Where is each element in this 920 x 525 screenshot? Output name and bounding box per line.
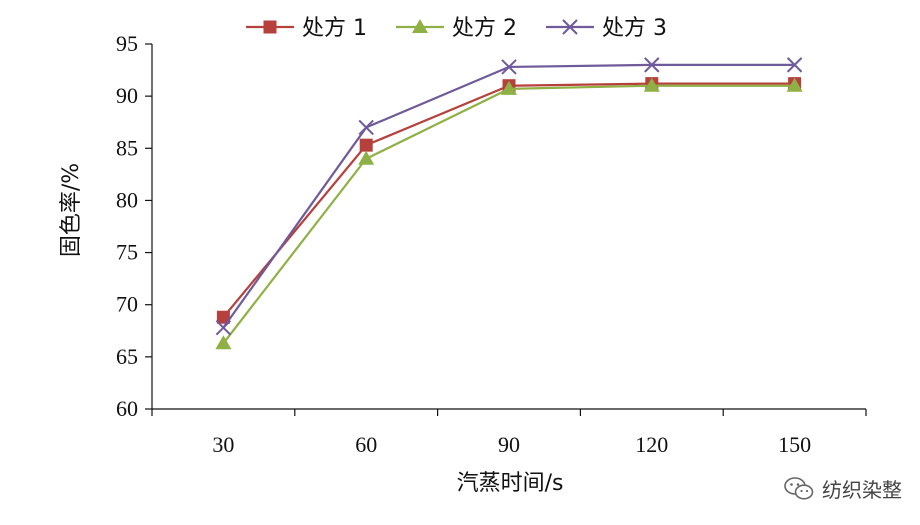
legend-marker	[562, 19, 578, 35]
y-axis-title: 固色率/%	[59, 163, 84, 257]
series-line	[222, 63, 795, 329]
y-tick-label: 70	[116, 292, 138, 317]
x-tick-label: 60	[355, 432, 377, 457]
legend-marker	[263, 20, 277, 34]
data-point	[644, 57, 660, 73]
y-tick-label: 65	[116, 344, 138, 369]
x-tick-label: 150	[778, 432, 811, 457]
data-point	[501, 80, 517, 95]
y-tick-label: 60	[116, 396, 138, 421]
legend-item-3: 处方 3	[546, 16, 667, 41]
series-3	[215, 57, 803, 336]
x-tick-labels: 30 60 90 120 150	[212, 432, 811, 457]
data-point	[215, 335, 232, 350]
data-point	[358, 119, 374, 136]
marker-stroke	[358, 119, 374, 136]
y-tick-label: 85	[116, 135, 138, 160]
legend-label: 处方 3	[602, 16, 667, 41]
legend-label: 处方 1	[302, 16, 367, 41]
y-tick-label: 75	[116, 240, 138, 265]
data-point	[215, 319, 232, 336]
y-tick-labels: 60 65 70 75 80 85 90 95	[116, 31, 138, 421]
x-tick-label: 120	[635, 432, 668, 457]
series-1	[216, 77, 802, 324]
data-point	[216, 310, 230, 324]
data-point	[358, 150, 375, 165]
data-point	[359, 138, 373, 152]
x-tick-label: 30	[212, 432, 234, 457]
y-tick-label: 90	[116, 83, 138, 108]
data-point	[786, 57, 803, 73]
y-tick-label: 95	[116, 31, 138, 56]
marker-stroke	[562, 19, 578, 35]
series-2	[215, 77, 803, 350]
watermark: 纺织染整	[784, 474, 902, 503]
marker-stroke	[501, 59, 517, 75]
data-point	[501, 59, 517, 75]
legend-marker	[412, 19, 428, 33]
wechat-icon	[784, 476, 814, 500]
watermark-text: 纺织染整	[822, 478, 902, 502]
y-tick-label: 80	[116, 187, 138, 212]
marker-stroke	[786, 57, 803, 73]
legend-item-2: 处方 2	[396, 16, 517, 41]
x-tick-label: 90	[498, 432, 520, 457]
data-point	[643, 77, 660, 92]
x-axis-title: 汽蒸时间/s	[457, 471, 564, 496]
marker-stroke	[215, 319, 232, 336]
axes	[145, 43, 867, 416]
legend-item-1: 处方 1	[246, 16, 367, 41]
data-point	[786, 77, 803, 92]
legend: 处方 1 处方 2 处方 3	[246, 16, 667, 41]
plot-area	[215, 57, 803, 350]
legend-label: 处方 2	[452, 16, 517, 41]
series-line	[222, 82, 795, 318]
marker-stroke	[644, 57, 660, 73]
